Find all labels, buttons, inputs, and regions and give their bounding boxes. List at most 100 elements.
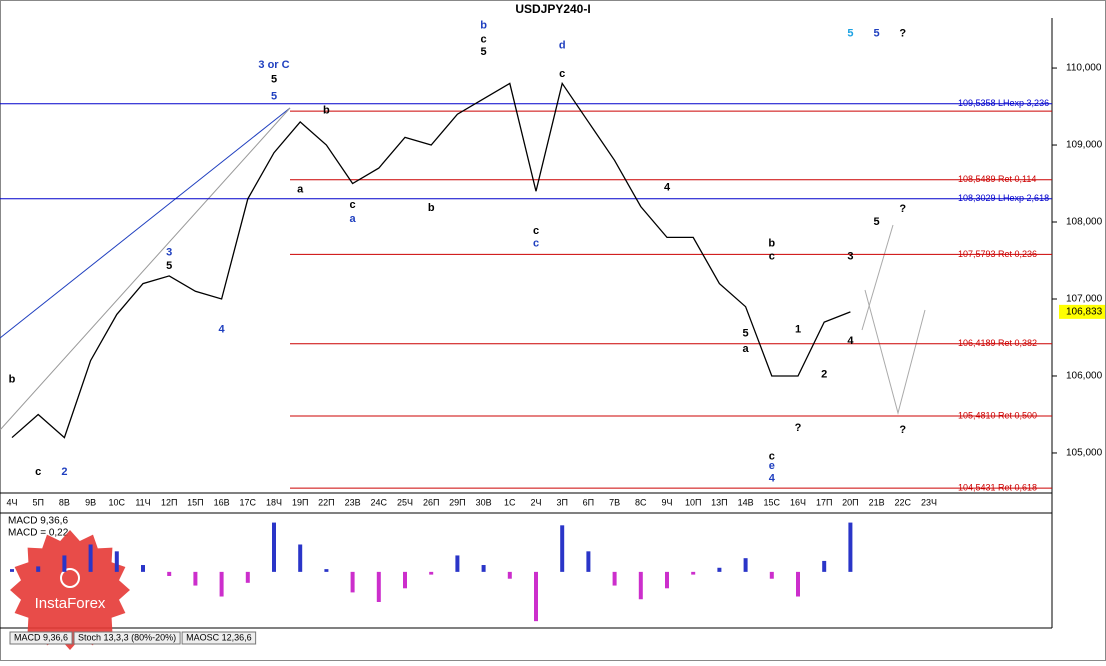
wave-label: ?	[899, 27, 906, 39]
y-tick-label: 106,000	[1066, 371, 1103, 382]
histogram-bar	[193, 571, 198, 586]
brand: InstaForex	[35, 595, 106, 612]
wave-label: 3 or C	[258, 59, 289, 71]
x-tick-label: 17С	[240, 497, 257, 507]
wave-label: c	[481, 33, 487, 45]
histogram-bar	[88, 544, 93, 572]
wave-label: c	[350, 199, 356, 211]
x-tick-label: 22С	[895, 497, 912, 507]
x-tick-label: 8В	[59, 497, 70, 507]
wave-label: c	[533, 237, 539, 249]
tab-box	[181, 631, 257, 645]
y-tick-label: 105,000	[1066, 448, 1103, 459]
wave-label: 5	[847, 27, 853, 39]
x-tick-label: 18Ч	[266, 497, 282, 507]
wave-label: 5	[874, 216, 880, 228]
wave-label: 4	[219, 324, 226, 336]
x-tick-label: 9В	[85, 497, 96, 507]
histogram-bar	[665, 571, 669, 589]
x-tick-label: 2Ч	[530, 497, 541, 507]
histogram-bar	[219, 571, 224, 597]
histogram-bar	[534, 571, 538, 622]
histogram-bar	[638, 571, 643, 600]
wave-label: 4	[847, 335, 854, 347]
last-price: 106,833	[1066, 306, 1103, 317]
wave-label: ?	[795, 422, 802, 434]
level-label: 108,5489 Ret 0,114	[958, 174, 1036, 184]
x-tick-label: 20П	[842, 497, 858, 507]
x-tick-label: 17П	[816, 497, 832, 507]
histogram-bar	[167, 571, 172, 576]
histogram-bar	[141, 565, 145, 572]
histogram-bar	[324, 569, 329, 572]
indicator-value: MACD = 0,22	[8, 528, 69, 539]
level-label: 107,5793 Ret 0,236	[958, 249, 1037, 259]
histogram-bar	[403, 571, 407, 589]
tab[interactable]: MAOSC 12,36,6	[181, 631, 257, 645]
wave-label: 5	[166, 260, 172, 272]
x-tick-label: 21В	[869, 497, 885, 507]
wave-label: a	[297, 184, 304, 196]
wave-label: 1	[795, 324, 801, 336]
indicator-label: MACD 9,36,6	[8, 516, 68, 527]
tab-label: MACD 9,36,6	[14, 632, 68, 642]
wave-label: 5	[743, 328, 749, 340]
x-tick-label: 19П	[292, 497, 308, 507]
histogram-bar	[10, 569, 14, 572]
x-tick-label: 5П	[32, 497, 43, 507]
x-tick-label: 8С	[635, 497, 647, 507]
wave-label: b	[428, 202, 435, 214]
level-label: 108,3029 LHexp 2,618	[958, 193, 1049, 203]
histogram-bar	[455, 555, 460, 572]
x-tick-label: 30В	[476, 497, 492, 507]
projection	[861, 224, 894, 331]
wave-label: 5	[481, 46, 487, 58]
y-tick-label: 110,000	[1066, 63, 1102, 74]
x-tick-label: 14В	[738, 497, 754, 507]
histogram-bar	[507, 571, 512, 579]
histogram-bar	[376, 571, 381, 602]
tab-box	[73, 631, 181, 645]
logo-star	[10, 530, 130, 650]
wave-label: 5	[271, 73, 277, 85]
level-label: 109,5358 LHexp 3,236	[958, 98, 1049, 108]
histogram-bar	[62, 555, 67, 572]
wave-label: 2	[61, 466, 67, 478]
tab[interactable]: MACD 9,36,6	[9, 631, 73, 645]
wave-label: a	[743, 343, 750, 355]
x-tick-label: 10С	[109, 497, 126, 507]
wave-label: 5	[874, 27, 880, 39]
wave-label: ?	[899, 424, 906, 436]
wave-label: 4	[664, 181, 671, 193]
histogram-bar	[245, 571, 250, 583]
x-tick-label: 26П	[423, 497, 439, 507]
histogram-bar	[560, 525, 565, 572]
wave-label: c	[769, 251, 775, 263]
x-tick-label: 4Ч	[6, 497, 17, 507]
tab[interactable]: Stoch 13,3,3 (80%-20%)	[73, 631, 181, 645]
x-tick-label: 11Ч	[135, 497, 150, 507]
level-label: 106,4189 Ret 0,382	[958, 338, 1037, 348]
histogram-bar	[691, 571, 696, 575]
tab-box	[9, 631, 73, 645]
x-tick-label: 3П	[556, 497, 567, 507]
price-line	[11, 81, 851, 439]
wave-label: b	[9, 374, 16, 386]
tab-label: Stoch 13,3,3 (80%-20%)	[78, 632, 176, 642]
y-tick-label: 108,000	[1066, 217, 1103, 228]
wave-label: c	[559, 68, 565, 80]
x-tick-label: 13П	[711, 497, 727, 507]
histogram-bar	[298, 544, 303, 572]
trend-line	[0, 107, 291, 339]
logo	[10, 530, 130, 650]
wave-label: b	[768, 237, 775, 249]
x-tick-label: 29П	[449, 497, 465, 507]
y-tick-label: 109,000	[1066, 140, 1103, 151]
tab-label: MAOSC 12,36,6	[186, 632, 252, 642]
wave-label: ?	[899, 203, 906, 215]
level-label: 105,4810 Ret 0,500	[958, 410, 1037, 420]
logo-icon	[60, 568, 80, 588]
histogram-bar	[114, 551, 119, 572]
